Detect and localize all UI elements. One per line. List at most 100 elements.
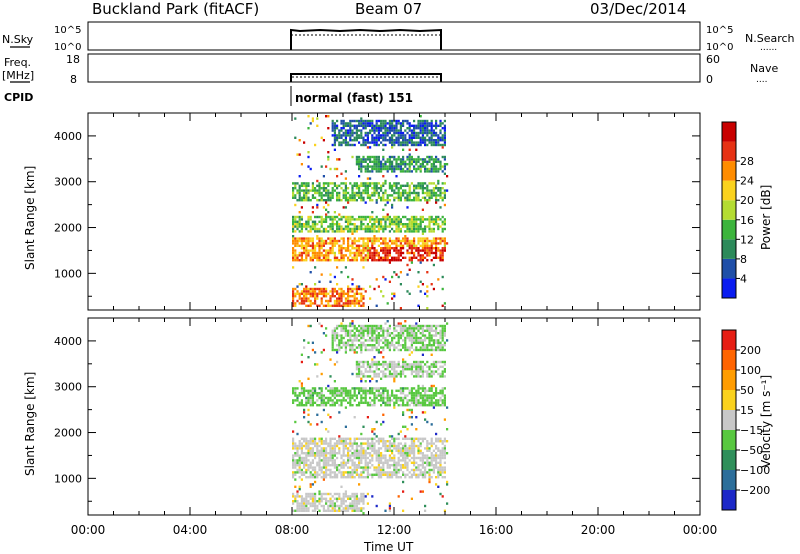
heatmap-cell	[305, 497, 308, 500]
heatmap-cell	[417, 348, 420, 352]
heatmap-cell	[292, 471, 295, 474]
heatmap-cell	[386, 139, 389, 142]
heatmap-cell	[311, 249, 314, 252]
heatmap-cell	[410, 227, 413, 231]
heatmap-cell	[298, 220, 301, 223]
heatmap-cell	[360, 492, 363, 496]
heatmap-cell	[380, 259, 383, 262]
heatmap-cell	[408, 449, 411, 452]
heatmap-cell	[331, 399, 334, 402]
heatmap-cell	[402, 466, 405, 469]
heatmap-cell	[421, 456, 424, 460]
heatmap-cell	[294, 399, 297, 402]
heatmap-cell	[384, 189, 387, 192]
heatmap-cell	[421, 396, 424, 400]
freq-trace	[290, 73, 442, 82]
heatmap-cell	[318, 237, 321, 240]
heatmap-cell	[373, 375, 376, 378]
heatmap-cell	[391, 292, 394, 295]
heatmap-cell	[417, 452, 420, 455]
heatmap-cell	[373, 239, 376, 243]
heatmap-cell	[432, 344, 435, 347]
heatmap-cell	[316, 423, 319, 426]
heatmap-cell	[347, 141, 350, 144]
power-x-ticks	[87, 113, 701, 310]
heatmap-cell	[375, 380, 378, 383]
heatmap-cell	[415, 372, 418, 376]
heatmap-cell	[347, 285, 350, 288]
heatmap-cell	[325, 259, 328, 262]
heatmap-cell	[364, 127, 367, 130]
heatmap-cell	[371, 155, 374, 159]
heatmap-cell	[410, 230, 413, 233]
heatmap-cell	[419, 239, 422, 243]
heatmap-cell	[377, 136, 380, 139]
heatmap-cell	[410, 461, 413, 464]
heatmap-cell	[344, 124, 347, 127]
heatmap-cell	[377, 160, 380, 163]
heatmap-cell	[421, 131, 424, 135]
heatmap-cell	[419, 324, 422, 328]
heatmap-cell	[351, 196, 354, 199]
heatmap-cell	[344, 170, 347, 173]
heatmap-cell	[333, 182, 336, 185]
heatmap-cell	[408, 187, 411, 190]
heatmap-cell	[439, 189, 442, 192]
heatmap-cell	[415, 392, 418, 395]
heatmap-cell	[419, 237, 422, 240]
heatmap-cell	[437, 449, 440, 452]
heatmap-cell	[399, 329, 402, 332]
heatmap-cell	[369, 122, 372, 125]
heatmap-cell	[366, 194, 369, 197]
heatmap-cell	[413, 119, 416, 123]
heatmap-cell	[377, 437, 380, 440]
heatmap-cell	[307, 413, 310, 416]
heatmap-cell	[340, 119, 343, 123]
heatmap-cell	[366, 437, 369, 440]
heatmap-cell	[327, 389, 330, 392]
heatmap-cell	[419, 249, 422, 252]
heatmap-cell	[336, 302, 339, 305]
heatmap-cell	[358, 119, 361, 123]
heatmap-cell	[417, 127, 420, 130]
heatmap-cell	[404, 344, 407, 347]
heatmap-cell	[421, 411, 424, 414]
heatmap-cell	[397, 199, 400, 202]
heatmap-cell	[362, 155, 365, 159]
heatmap-cell	[327, 401, 330, 404]
heatmap-cell	[382, 139, 385, 142]
heatmap-cell	[371, 363, 374, 366]
heatmap-cell	[397, 215, 400, 219]
heatmap-cell	[344, 299, 347, 303]
heatmap-cell	[292, 302, 295, 305]
heatmap-cell	[424, 389, 427, 392]
heatmap-cell	[435, 461, 438, 464]
heatmap-cell	[373, 184, 376, 187]
heatmap-cell	[344, 334, 347, 337]
heatmap-cell	[402, 244, 405, 247]
heatmap-cell	[386, 327, 389, 330]
heatmap-cell	[336, 225, 339, 228]
heatmap-cell	[333, 215, 336, 219]
heatmap-cell	[417, 196, 420, 199]
heatmap-cell	[426, 375, 429, 378]
heatmap-cell	[369, 452, 372, 455]
heatmap-cell	[298, 292, 301, 295]
heatmap-cell	[406, 251, 409, 255]
heatmap-cell	[364, 380, 367, 383]
heatmap-cell	[435, 242, 438, 245]
heatmap-cell	[309, 122, 312, 125]
heatmap-cell	[362, 375, 365, 378]
heatmap-cell	[314, 251, 317, 255]
heatmap-cell	[388, 239, 391, 243]
heatmap-cell	[384, 249, 387, 252]
heatmap-cell	[318, 194, 321, 197]
heatmap-cell	[439, 468, 442, 472]
heatmap-cell	[373, 324, 376, 328]
heatmap-cell	[314, 492, 317, 496]
heatmap-cell	[373, 287, 376, 291]
heatmap-cell	[344, 507, 347, 510]
noise-left-tick-top: 10^5	[54, 25, 81, 36]
heatmap-cell	[437, 179, 440, 183]
